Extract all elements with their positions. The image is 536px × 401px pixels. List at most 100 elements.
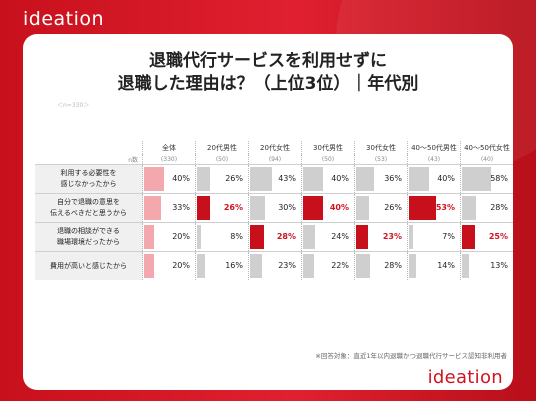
- value-cell: 14%: [407, 251, 461, 280]
- value-cell: 24%: [301, 222, 355, 252]
- value-percent: 40%: [329, 203, 349, 212]
- value-percent: 33%: [172, 203, 190, 212]
- value-bar: [303, 167, 323, 191]
- content-card: 退職代行サービスを利用せずに 退職した理由は？（上位3位）｜年代別 ＜n=330…: [23, 34, 513, 390]
- value-cell-inner: 13%: [461, 252, 513, 280]
- row-label-line: 退職の相談ができる: [57, 227, 120, 235]
- col-header-30s-male: 30代男性: [301, 141, 355, 154]
- n-count-row: n数 (330) (50) (94) (50) (53) (43) (40): [35, 154, 513, 165]
- n-count-30s-female: (53): [354, 154, 408, 165]
- value-cell-inner: 40%: [143, 165, 195, 193]
- value-cell-inner: 28%: [249, 223, 301, 251]
- value-cell: 22%: [301, 251, 355, 280]
- value-cell: 7%: [407, 222, 461, 252]
- value-bar: [144, 225, 154, 249]
- value-percent: 24%: [331, 232, 349, 241]
- value-percent: 14%: [437, 261, 455, 270]
- value-cell: 28%: [248, 222, 302, 252]
- value-cell-inner: 28%: [461, 194, 513, 222]
- value-cell-inner: 8%: [196, 223, 248, 251]
- value-cell: 40%: [301, 164, 355, 194]
- value-bar: [462, 254, 469, 278]
- row-label: 利用する必要性を 感じなかったから: [35, 164, 143, 194]
- value-percent: 13%: [490, 261, 508, 270]
- value-cell: 53%: [407, 193, 461, 223]
- value-cell: 16%: [195, 251, 249, 280]
- value-cell-inner: 33%: [143, 194, 195, 222]
- title-line-2: 退職した理由は？（上位3位）｜年代別: [117, 74, 419, 94]
- header-corner: [35, 141, 143, 154]
- value-cell: 25%: [460, 222, 513, 252]
- value-cell: 33%: [142, 193, 196, 223]
- value-bar: [197, 196, 210, 220]
- value-bar: [250, 196, 265, 220]
- value-bar: [197, 254, 205, 278]
- value-bar: [462, 167, 491, 191]
- value-cell-inner: 14%: [408, 252, 460, 280]
- value-cell: 58%: [460, 164, 513, 194]
- value-bar: [303, 196, 323, 220]
- value-cell-inner: 20%: [143, 252, 195, 280]
- col-header-20s-female: 20代女性: [248, 141, 302, 154]
- row-label: 退職の相談ができる 職場環境だったから: [35, 222, 143, 252]
- value-cell-inner: 40%: [302, 165, 354, 193]
- value-cell: 26%: [195, 164, 249, 194]
- value-bar: [144, 254, 154, 278]
- value-bar: [250, 254, 262, 278]
- table-row: 利用する必要性を 感じなかったから 40% 26% 43% 40% 36% 40% 58%: [35, 164, 513, 194]
- value-cell: 28%: [354, 251, 408, 280]
- value-percent: 26%: [384, 203, 402, 212]
- value-cell: 8%: [195, 222, 249, 252]
- value-percent: 7%: [442, 232, 455, 241]
- value-percent: 58%: [490, 174, 508, 183]
- footnote: ※回答対象：直近1年以内退職かつ退職代行サービス認知非利用者: [315, 352, 507, 360]
- value-cell-inner: 36%: [355, 165, 407, 193]
- value-percent: 30%: [278, 203, 296, 212]
- table-row: 退職の相談ができる 職場環境だったから 20% 8% 28% 24% 23% 7% 25%: [35, 222, 513, 252]
- table-row: 自分で退職の意思を 伝えるべきだと思うから 33% 26% 30% 40% 26% 53% 28…: [35, 193, 513, 223]
- value-cell-inner: 20%: [143, 223, 195, 251]
- value-cell: 26%: [354, 193, 408, 223]
- col-header-total: 全体: [142, 141, 196, 154]
- value-bar: [250, 225, 264, 249]
- value-percent: 53%: [435, 203, 455, 212]
- value-cell-inner: 28%: [355, 252, 407, 280]
- value-bar: [409, 196, 436, 220]
- sample-size-label: ＜n=330＞: [57, 102, 90, 109]
- value-percent: 23%: [278, 261, 296, 270]
- value-percent: 40%: [172, 174, 190, 183]
- col-header-20s-male: 20代男性: [195, 141, 249, 154]
- value-bar: [462, 225, 475, 249]
- value-bar: [303, 225, 315, 249]
- value-cell: 28%: [460, 193, 513, 223]
- value-bar: [462, 196, 476, 220]
- value-bar: [197, 225, 201, 249]
- col-header-40-50s-female: 40〜50代女性: [460, 141, 513, 154]
- value-cell-inner: 22%: [302, 252, 354, 280]
- value-cell: 23%: [354, 222, 408, 252]
- value-cell: 30%: [248, 193, 302, 223]
- value-cell-inner: 30%: [249, 194, 301, 222]
- value-percent: 36%: [384, 174, 402, 183]
- value-percent: 26%: [225, 174, 243, 183]
- value-percent: 25%: [488, 232, 508, 241]
- value-cell: 20%: [142, 251, 196, 280]
- value-bar: [250, 167, 272, 191]
- value-percent: 40%: [331, 174, 349, 183]
- value-cell-inner: 40%: [408, 165, 460, 193]
- n-count-40-50s-male: (43): [407, 154, 461, 165]
- value-bar: [144, 167, 164, 191]
- value-cell-inner: 26%: [355, 194, 407, 222]
- row-label-line: 費用が高いと感じたから: [50, 261, 127, 270]
- value-cell: 43%: [248, 164, 302, 194]
- value-bar: [409, 167, 429, 191]
- value-percent: 23%: [382, 232, 402, 241]
- value-cell-inner: 58%: [461, 165, 513, 193]
- value-bar: [197, 167, 210, 191]
- value-cell: 36%: [354, 164, 408, 194]
- table-row: 費用が高いと感じたから 20% 16% 23% 22% 28% 14% 13%: [35, 251, 513, 280]
- value-cell: 26%: [195, 193, 249, 223]
- value-percent: 28%: [276, 232, 296, 241]
- value-cell-inner: 43%: [249, 165, 301, 193]
